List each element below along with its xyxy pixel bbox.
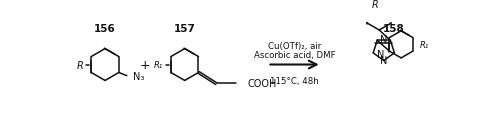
- Text: Ascorbic acid, DMF: Ascorbic acid, DMF: [254, 51, 336, 60]
- Text: N: N: [380, 55, 388, 65]
- Text: N: N: [380, 34, 387, 44]
- Text: 115°C, 48h: 115°C, 48h: [270, 76, 319, 85]
- Text: COOH: COOH: [247, 78, 276, 88]
- Text: Cu(OTf)₂, air: Cu(OTf)₂, air: [268, 42, 321, 50]
- Text: 156: 156: [94, 24, 116, 34]
- Text: R₁: R₁: [154, 60, 163, 69]
- Text: N: N: [377, 50, 384, 60]
- Text: R₁: R₁: [420, 40, 428, 49]
- Text: 158: 158: [382, 24, 404, 34]
- Text: N₃: N₃: [133, 71, 144, 81]
- Text: 157: 157: [174, 24, 196, 34]
- Text: +: +: [140, 59, 150, 71]
- Text: R: R: [77, 60, 84, 70]
- Text: R: R: [372, 0, 378, 10]
